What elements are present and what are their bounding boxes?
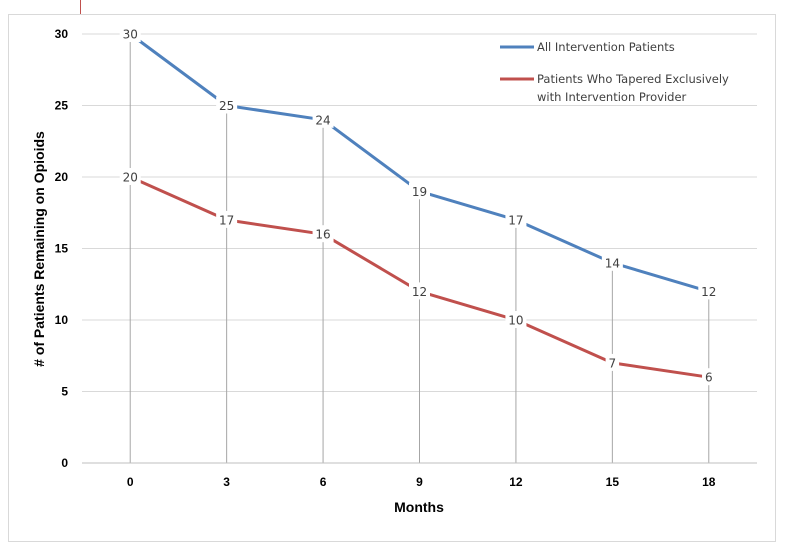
data-label-series-1-x-3: 25 bbox=[219, 99, 234, 113]
data-label-bg bbox=[119, 25, 141, 42]
y-tick-label-30: 30 bbox=[55, 27, 69, 41]
data-label-bg bbox=[505, 210, 527, 228]
data-label-bg bbox=[312, 110, 334, 128]
drop-lines bbox=[129, 34, 710, 463]
x-tick-label-15: 15 bbox=[606, 475, 620, 489]
data-label-series-1-x-6: 24 bbox=[315, 113, 330, 127]
data-label-series-2-x-6: 16 bbox=[315, 228, 330, 242]
data-label-series-2-x-0: 20 bbox=[123, 171, 138, 185]
x-axis-title: Months bbox=[394, 499, 444, 515]
data-label-bg bbox=[312, 225, 334, 243]
legend-label-1: All Intervention Patients bbox=[537, 40, 675, 54]
data-label-bg bbox=[505, 311, 527, 328]
x-tick-label-6: 6 bbox=[320, 475, 327, 489]
x-tick-label-12: 12 bbox=[509, 475, 523, 489]
y-tick-label-0: 0 bbox=[61, 456, 68, 470]
data-label-series-1-x-9: 19 bbox=[412, 185, 427, 199]
data-label-bg bbox=[702, 368, 716, 386]
y-tick-label-5: 5 bbox=[61, 385, 68, 399]
data-label-bg bbox=[601, 253, 623, 271]
data-label-series-1-x-18: 12 bbox=[701, 285, 716, 299]
data-label-series-1-x-0: 30 bbox=[123, 28, 138, 42]
data-label-series-1-x-15: 14 bbox=[605, 256, 620, 270]
y-tick-label-15: 15 bbox=[55, 242, 69, 256]
y-axis-title: # of Patients Remaining on Opioids bbox=[31, 131, 47, 367]
data-label-bg bbox=[216, 96, 238, 114]
y-tick-label-20: 20 bbox=[55, 170, 69, 184]
x-tick-label-9: 9 bbox=[416, 475, 423, 489]
axes: 0 5 10 15 20 25 30 0 3 6 9 12 15 18 bbox=[55, 27, 757, 489]
y-tick-label-25: 25 bbox=[55, 99, 69, 113]
data-label-bg bbox=[605, 353, 620, 371]
data-label-series-1-x-12: 17 bbox=[508, 213, 523, 227]
x-tick-label-18: 18 bbox=[702, 475, 716, 489]
data-label-bg bbox=[698, 282, 720, 300]
data-label-bg bbox=[409, 182, 430, 200]
x-tick-label-0: 0 bbox=[127, 475, 134, 489]
y-tick-label-10: 10 bbox=[55, 313, 69, 327]
data-label-series-2-x-18: 6 bbox=[705, 371, 713, 385]
legend-label-2-line-2: with Intervention Provider bbox=[537, 90, 687, 104]
x-tick-label-3: 3 bbox=[223, 475, 230, 489]
legend-label-2-line-1: Patients Who Tapered Exclusively bbox=[537, 72, 729, 86]
data-label-series-2-x-12: 10 bbox=[508, 314, 523, 328]
legend: All Intervention Patients Patients Who Ta… bbox=[500, 40, 729, 104]
data-label-bg bbox=[119, 168, 141, 185]
data-label-bg bbox=[409, 282, 430, 300]
data-labels: 30 25 24 19 17 14 12 20 17 16 12 10 7 6 bbox=[119, 25, 720, 386]
top-edge-mark bbox=[80, 0, 81, 14]
chart-frame bbox=[8, 14, 776, 542]
data-label-series-2-x-15: 7 bbox=[609, 356, 617, 370]
data-label-series-2-x-3: 17 bbox=[219, 213, 234, 227]
data-label-bg bbox=[216, 210, 238, 228]
data-label-series-2-x-9: 12 bbox=[412, 285, 427, 299]
